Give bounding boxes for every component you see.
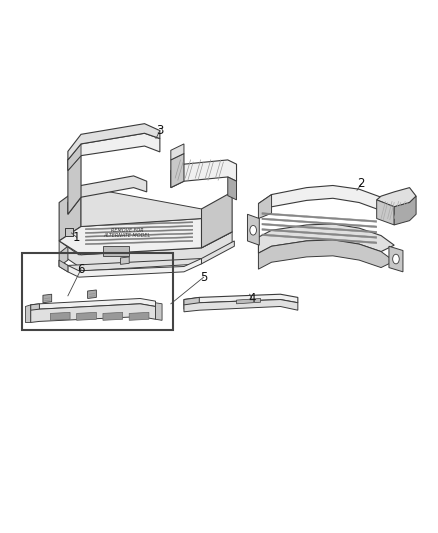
Polygon shape [50,312,70,320]
Polygon shape [85,233,193,237]
Ellipse shape [392,254,399,264]
Polygon shape [377,188,416,207]
Polygon shape [77,312,96,320]
Polygon shape [184,294,298,305]
Text: REMOVE FOR
ALTERNATE MODEL: REMOVE FOR ALTERNATE MODEL [103,228,151,238]
Polygon shape [59,241,234,272]
Polygon shape [258,224,394,253]
Polygon shape [59,187,81,241]
Text: 2: 2 [357,177,365,190]
Polygon shape [85,229,193,233]
Polygon shape [68,259,201,277]
Polygon shape [68,144,81,214]
Polygon shape [68,133,160,171]
Polygon shape [237,298,261,304]
Text: 1: 1 [73,231,81,244]
Bar [65,228,73,236]
Polygon shape [171,154,184,188]
Polygon shape [88,290,96,298]
Polygon shape [31,304,39,317]
Polygon shape [85,240,193,245]
Text: 4: 4 [248,292,256,305]
Ellipse shape [250,225,257,235]
Text: 6: 6 [77,263,85,276]
Polygon shape [81,187,201,227]
Polygon shape [262,229,377,238]
Polygon shape [377,200,394,225]
Polygon shape [85,237,193,241]
Polygon shape [155,303,162,320]
Polygon shape [85,225,193,230]
Polygon shape [59,232,232,266]
Polygon shape [262,234,377,244]
Polygon shape [262,223,377,233]
Polygon shape [43,294,52,303]
Bar [22,253,173,330]
Polygon shape [120,257,129,264]
Polygon shape [258,185,394,211]
Polygon shape [85,222,193,226]
Polygon shape [171,160,237,188]
Polygon shape [59,219,232,255]
Polygon shape [68,124,160,160]
Polygon shape [247,214,259,245]
Text: 3: 3 [156,124,163,137]
Polygon shape [68,144,81,171]
Polygon shape [228,177,237,200]
Polygon shape [68,176,147,214]
Polygon shape [31,304,155,322]
Text: 5: 5 [200,271,207,284]
Polygon shape [129,312,149,320]
Polygon shape [394,196,416,225]
Polygon shape [103,312,123,320]
Polygon shape [31,298,155,310]
Polygon shape [184,300,298,312]
Polygon shape [258,240,394,269]
Polygon shape [184,297,199,309]
Polygon shape [25,305,31,322]
Polygon shape [85,218,193,222]
Polygon shape [389,246,403,272]
Polygon shape [258,195,272,219]
Polygon shape [201,192,232,248]
Polygon shape [59,246,68,266]
Polygon shape [171,144,184,160]
Polygon shape [59,260,68,272]
Polygon shape [262,213,377,222]
Polygon shape [262,218,377,228]
FancyBboxPatch shape [103,246,129,256]
